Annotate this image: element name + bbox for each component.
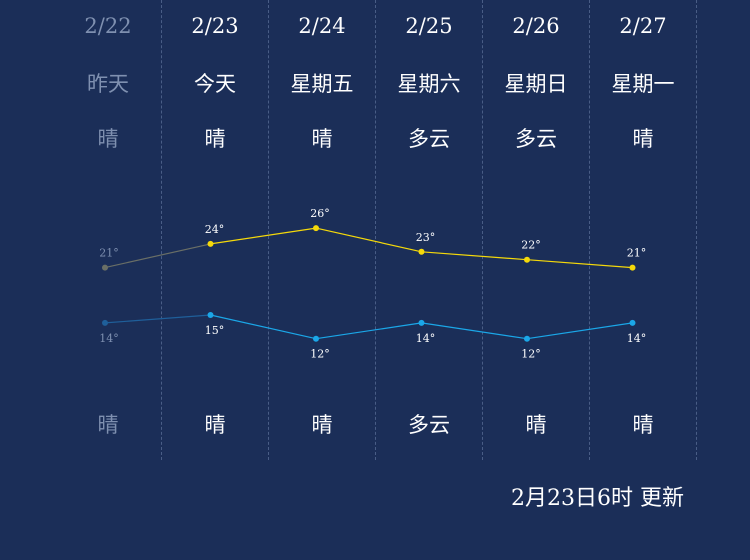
low-temp-label: 15°: [205, 324, 225, 337]
low-temp-segment: [421, 322, 528, 340]
high-temp-label: 26°: [310, 207, 330, 220]
high-temp-segment: [104, 243, 211, 269]
high-temp-segment: [315, 227, 422, 253]
high-temp-point: [313, 225, 319, 232]
low-temp-label: 14°: [627, 332, 647, 345]
day-name: 星期五: [290, 72, 354, 96]
weather-day: 晴: [97, 127, 119, 151]
day-date: 2/25: [405, 14, 453, 38]
day-name: 昨天: [87, 72, 129, 96]
high-temp-segment: [210, 227, 317, 245]
low-temp-label: 12°: [310, 348, 330, 361]
low-temp-label: 12°: [521, 348, 541, 361]
weather-night: 晴: [97, 413, 119, 437]
high-temp-point: [629, 264, 636, 271]
weather-day: 晴: [311, 127, 333, 151]
high-temp-point: [524, 256, 530, 263]
weather-day: 晴: [204, 127, 226, 151]
high-temp-segment: [421, 251, 528, 261]
low-temp-point: [102, 319, 108, 326]
low-temp-point: [207, 312, 214, 318]
weather-day: 晴: [632, 127, 654, 151]
low-temp-segment: [210, 314, 317, 340]
day-column: 2/25 星期六 多云 多云: [376, 0, 483, 460]
low-temp-point: [418, 319, 425, 326]
day-name: 星期日: [504, 72, 568, 96]
low-temp-point: [629, 319, 636, 326]
day-column: 2/26 星期日多云晴: [483, 0, 590, 460]
high-temp-label: 21°: [99, 247, 119, 260]
high-temp-label: 22°: [521, 239, 541, 252]
weather-night: 晴: [632, 413, 654, 437]
weather-night: 晴: [311, 413, 333, 437]
high-temp-label: 21°: [627, 247, 647, 260]
low-temp-segment: [315, 322, 422, 340]
low-temp-label: 14°: [416, 332, 436, 345]
low-temp-point: [524, 335, 530, 342]
weather-night: 晴: [525, 413, 547, 437]
day-name: 今天: [194, 72, 236, 96]
day-date: 2/26: [512, 14, 560, 38]
day-date: 2/24: [298, 14, 346, 38]
high-temp-point: [418, 248, 425, 255]
low-temp-segment: [104, 314, 211, 324]
day-column: 2/22 昨天晴晴: [55, 0, 162, 460]
low-temp-label: 14°: [99, 332, 119, 345]
high-temp-label: 23°: [416, 231, 436, 244]
low-temp-point: [313, 335, 319, 342]
day-column: 2/27 星期一晴晴: [590, 0, 697, 460]
forecast-grid: 2/22 昨天晴晴 2/23 今天晴晴 2/24 星期五晴晴 2/25 星期六 多云 多云 2/26…: [55, 0, 697, 460]
high-temp-label: 24°: [205, 223, 225, 236]
weather-night: 晴: [204, 413, 226, 437]
weather-day: 多云: [515, 127, 557, 151]
high-temp-segment: [526, 259, 633, 269]
high-temp-point: [207, 240, 214, 247]
day-column: 2/23 今天晴晴: [162, 0, 269, 460]
day-column: 2/24 星期五晴晴: [269, 0, 376, 460]
update-time: 2月23日6时 更新: [511, 486, 684, 511]
day-name: 星期一: [611, 72, 675, 96]
weather-day: 多云: [408, 127, 450, 151]
weather-night: 多云: [408, 413, 450, 437]
low-temp-segment: [526, 322, 633, 340]
day-date: 2/23: [191, 14, 239, 38]
day-date: 2/22: [84, 14, 132, 38]
day-date: 2/27: [619, 14, 667, 38]
high-temp-point: [102, 264, 108, 271]
day-name: 星期六: [397, 72, 461, 96]
